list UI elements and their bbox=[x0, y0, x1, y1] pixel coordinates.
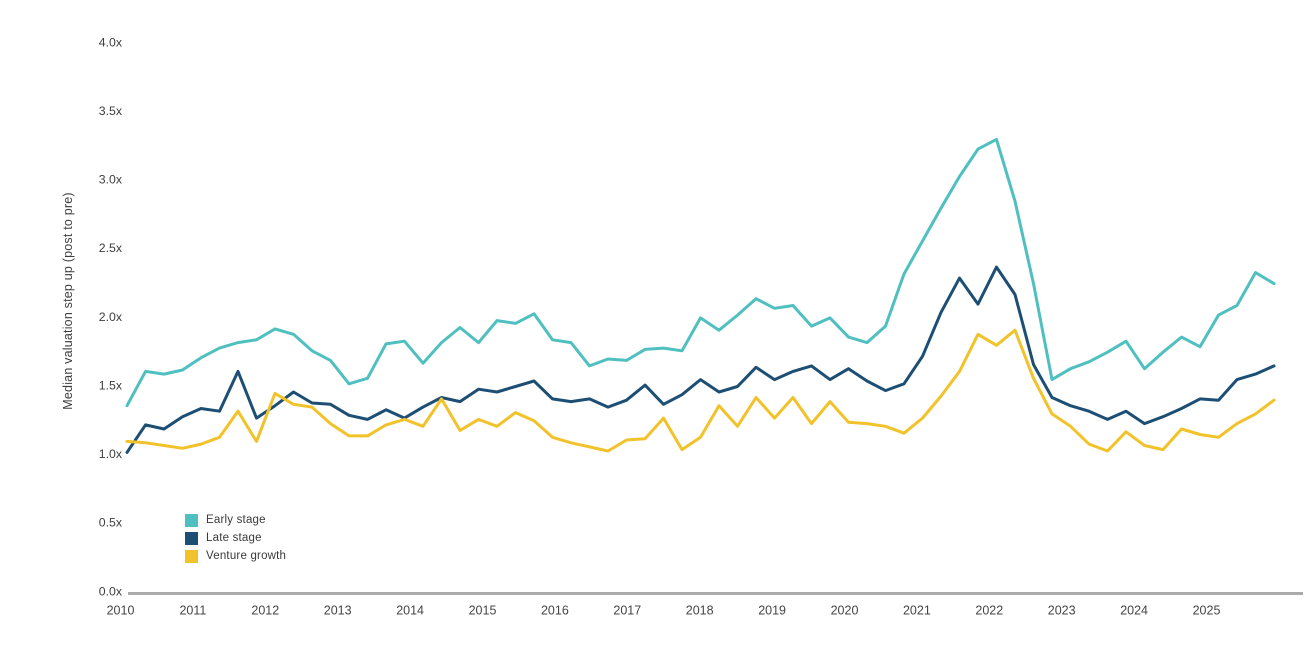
x-tick-label: 2021 bbox=[903, 604, 931, 618]
x-tick-label: 2022 bbox=[975, 604, 1003, 618]
legend-item-early-stage: Early stage bbox=[185, 511, 286, 529]
y-tick-label: 2.0x bbox=[99, 310, 123, 324]
x-tick-label: 2025 bbox=[1193, 604, 1221, 618]
legend-label-late-stage: Late stage bbox=[206, 532, 262, 544]
late-stage-line bbox=[125, 265, 1276, 454]
legend: Early stage Late stage Venture growth bbox=[185, 511, 286, 565]
venture-growth-swatch-icon bbox=[185, 549, 198, 563]
x-tick-label: 2010 bbox=[107, 604, 135, 618]
early-stage-swatch-icon bbox=[185, 513, 198, 527]
x-tick-label: 2023 bbox=[1048, 604, 1076, 618]
y-tick-label: 3.0x bbox=[99, 173, 123, 187]
legend-item-venture-growth: Venture growth bbox=[185, 547, 286, 565]
x-tick-label: 2020 bbox=[831, 604, 859, 618]
y-tick-label: 4.0x bbox=[99, 35, 123, 49]
x-tick-label: 2014 bbox=[396, 604, 424, 618]
y-tick-label: 0.0x bbox=[99, 584, 123, 598]
x-tick-label: 2017 bbox=[613, 604, 641, 618]
y-tick-label: 1.5x bbox=[99, 378, 123, 392]
legend-item-late-stage: Late stage bbox=[185, 529, 286, 547]
x-tick-label: 2015 bbox=[469, 604, 497, 618]
x-tick-label: 2016 bbox=[541, 604, 569, 618]
legend-label-early-stage: Early stage bbox=[206, 514, 266, 526]
legend-label-venture-growth: Venture growth bbox=[206, 550, 287, 562]
x-tick-label: 2011 bbox=[179, 604, 206, 618]
late-stage-swatch-icon bbox=[185, 531, 198, 545]
early-stage-line bbox=[125, 137, 1276, 408]
x-tick-label: 2012 bbox=[251, 604, 279, 618]
y-tick-label: 0.5x bbox=[99, 516, 123, 530]
y-tick-label: 2.5x bbox=[99, 241, 123, 255]
x-tick-label: 2018 bbox=[686, 604, 714, 618]
y-tick-label: 1.0x bbox=[99, 447, 123, 461]
venture-growth-line bbox=[125, 328, 1276, 453]
x-tick-label: 2024 bbox=[1120, 604, 1148, 618]
x-tick-label: 2019 bbox=[758, 604, 786, 618]
x-tick-label: 2013 bbox=[324, 604, 352, 618]
y-tick-label: 3.5x bbox=[99, 104, 123, 118]
